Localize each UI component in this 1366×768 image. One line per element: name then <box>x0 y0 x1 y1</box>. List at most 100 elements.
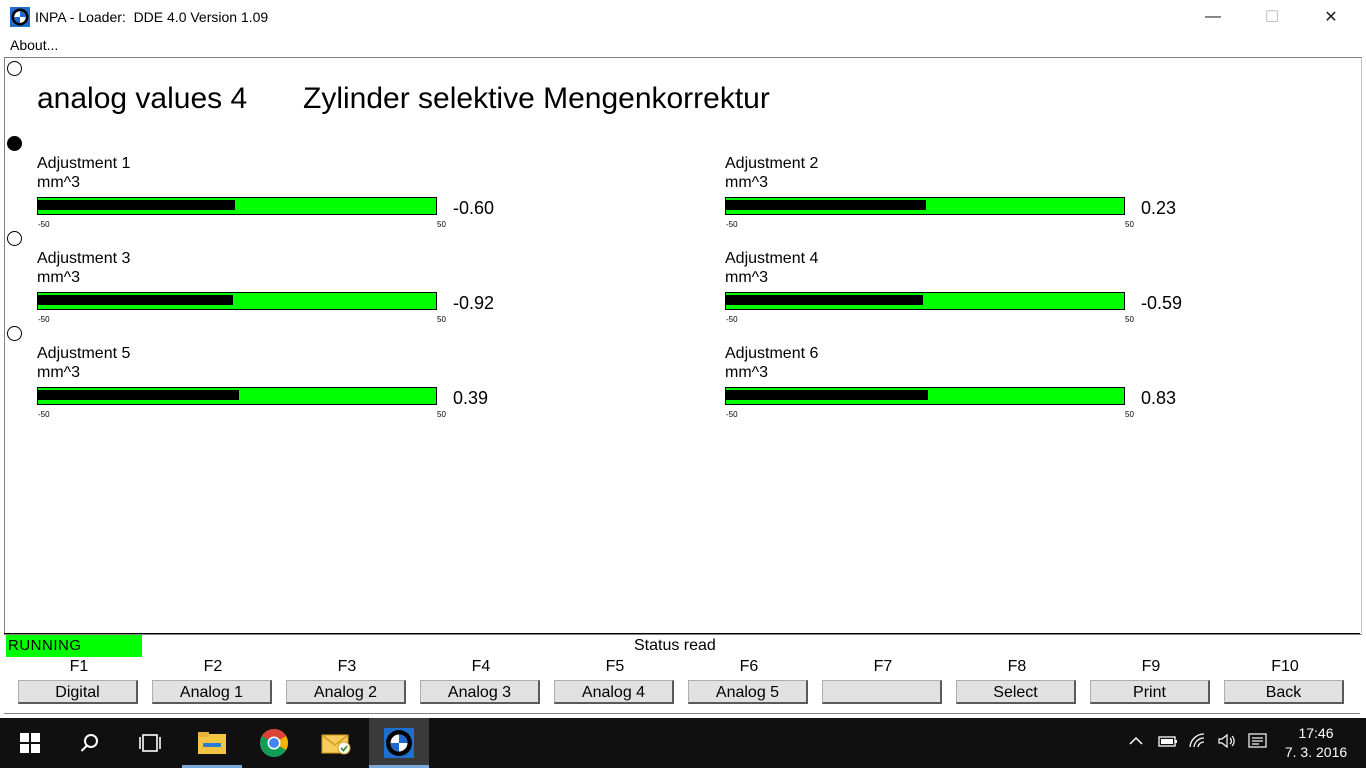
start-button[interactable] <box>0 718 60 768</box>
fkey-label: F5 <box>605 658 625 675</box>
bmw-app-icon <box>10 7 30 27</box>
meter-bar-fill <box>726 295 923 305</box>
taskbar-underline <box>182 765 242 768</box>
radio-indicator-1[interactable] <box>7 61 22 76</box>
meter-max: 50 <box>437 315 446 324</box>
meter-value: 0.39 <box>453 388 489 408</box>
system-clock[interactable]: 17:46 7. 3. 2016 <box>1280 724 1352 762</box>
meter-max: 50 <box>1125 220 1134 229</box>
meter-bar <box>37 197 437 215</box>
meter-unit: mm^3 <box>725 269 769 286</box>
meter-min: -50 <box>38 220 50 229</box>
close-icon: ✕ <box>1324 9 1338 26</box>
maximize-button[interactable]: ☐ <box>1243 0 1301 34</box>
function-key-bar: F1 Digital F2 Analog 1 F3 Analog 2 F4 An… <box>4 658 1360 714</box>
analog-1-button[interactable]: Analog 1 <box>152 680 272 704</box>
meter-label: Adjustment 1 <box>37 155 131 172</box>
notification-icon[interactable] <box>1248 733 1268 754</box>
f7-button[interactable] <box>822 680 942 704</box>
analog-2-button[interactable]: Analog 2 <box>286 680 406 704</box>
back-button[interactable]: Back <box>1224 680 1344 704</box>
meter-label: Adjustment 6 <box>725 345 819 362</box>
print-button[interactable]: Print <box>1090 680 1210 704</box>
analog-3-button[interactable]: Analog 3 <box>420 680 540 704</box>
file-explorer-icon <box>198 732 226 754</box>
meter-min: -50 <box>726 220 738 229</box>
fkey-label: F9 <box>1141 658 1161 675</box>
meter-value: -0.60 <box>453 198 495 218</box>
task-view-button[interactable] <box>120 718 180 768</box>
meter-bar <box>725 292 1125 310</box>
meter-bar-fill <box>726 390 929 400</box>
taskbar: 17:46 7. 3. 2016 <box>0 718 1366 768</box>
meter-max: 50 <box>1125 315 1134 324</box>
minimize-icon: — <box>1205 8 1221 25</box>
meter-label: Adjustment 2 <box>725 155 819 172</box>
window-title: INPA - Loader: DDE 4.0 Version 1.09 <box>35 9 269 25</box>
meter-unit: mm^3 <box>37 269 81 286</box>
fkey-label: F4 <box>471 658 491 675</box>
taskbar-mail[interactable] <box>306 718 366 768</box>
meter-unit: mm^3 <box>37 174 81 191</box>
taskbar-file-explorer[interactable] <box>182 718 242 768</box>
minimize-button[interactable]: — <box>1184 0 1242 34</box>
screen-subtitle: Zylinder selektive Mengenkorrektur <box>303 82 770 115</box>
screen-title: analog values 4 <box>37 82 248 115</box>
taskbar-underline <box>369 765 429 768</box>
clock-time: 17:46 <box>1298 725 1334 741</box>
main-panel: analog values 4 Zylinder selektive Menge… <box>4 57 1362 635</box>
radio-indicator-3[interactable] <box>7 231 22 246</box>
taskbar-chrome[interactable] <box>244 718 304 768</box>
search-button[interactable] <box>60 718 120 768</box>
meter-label: Adjustment 5 <box>37 345 131 362</box>
status-bar: RUNNING Status read <box>4 633 1360 658</box>
chrome-icon <box>260 729 288 757</box>
meter-bar <box>725 387 1125 405</box>
fkey-label: F6 <box>739 658 759 675</box>
volume-icon[interactable] <box>1217 733 1237 754</box>
meter-unit: mm^3 <box>725 364 769 381</box>
meter-unit: mm^3 <box>37 364 81 381</box>
fkey-label: F10 <box>1271 658 1299 675</box>
meter-max: 50 <box>1125 410 1134 419</box>
taskbar-inpa[interactable] <box>369 718 429 768</box>
meter-value: 0.83 <box>1141 388 1177 408</box>
menu-about[interactable]: About... <box>10 37 59 53</box>
menu-bar: About... <box>0 34 1366 56</box>
meter-value: -0.92 <box>453 293 495 313</box>
fkey-label: F1 <box>69 658 89 675</box>
battery-icon[interactable] <box>1158 733 1178 754</box>
close-button[interactable]: ✕ <box>1302 0 1360 34</box>
wifi-icon[interactable] <box>1188 733 1208 754</box>
fkey-label: F7 <box>873 658 893 675</box>
meter-max: 50 <box>437 220 446 229</box>
mail-icon <box>321 734 351 755</box>
task-view-icon <box>139 734 161 752</box>
search-icon <box>80 734 98 752</box>
radio-indicator-2[interactable] <box>7 136 22 151</box>
analog-5-button[interactable]: Analog 5 <box>688 680 808 704</box>
maximize-icon: ☐ <box>1264 9 1280 26</box>
meter-min: -50 <box>38 315 50 324</box>
meter-bar-fill <box>38 200 235 210</box>
analog-4-button[interactable]: Analog 4 <box>554 680 674 704</box>
fkey-label: F8 <box>1007 658 1027 675</box>
status-message: Status read <box>634 637 716 654</box>
clock-date: 7. 3. 2016 <box>1284 744 1348 760</box>
meter-min: -50 <box>726 410 738 419</box>
meter-bar <box>37 387 437 405</box>
meter-bar-fill <box>726 200 926 210</box>
running-indicator: RUNNING <box>6 635 142 657</box>
digital-button[interactable]: Digital <box>18 680 138 704</box>
select-button[interactable]: Select <box>956 680 1076 704</box>
meter-min: -50 <box>726 315 738 324</box>
radio-indicator-4[interactable] <box>7 326 22 341</box>
chevron-up-icon[interactable] <box>1128 733 1144 754</box>
meter-bar-fill <box>38 390 239 400</box>
window-border <box>4 713 1360 714</box>
meter-bar-fill <box>38 295 234 305</box>
fkey-label: F2 <box>203 658 223 675</box>
meter-max: 50 <box>437 410 446 419</box>
inpa-bmw-icon <box>384 728 414 758</box>
meter-bar <box>725 197 1125 215</box>
